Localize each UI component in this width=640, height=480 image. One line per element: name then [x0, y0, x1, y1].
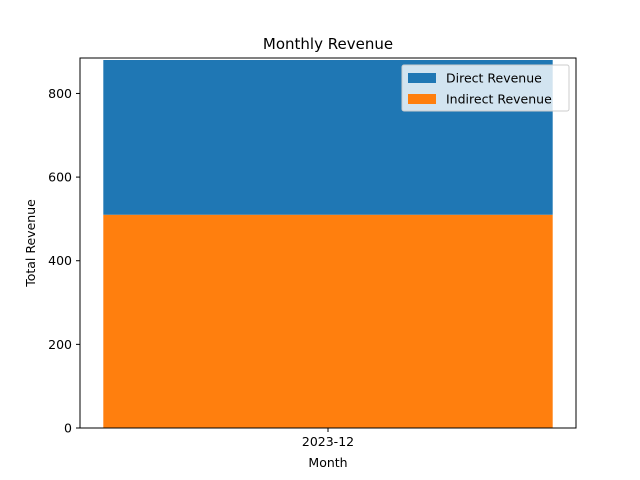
legend-label-direct-revenue: Direct Revenue: [446, 71, 542, 86]
y-tick-label-400: 400: [48, 253, 72, 268]
y-tick-label-0: 0: [64, 421, 72, 436]
x-axis: 2023-12: [302, 428, 354, 449]
legend-label-indirect-revenue: Indirect Revenue: [446, 92, 552, 107]
y-tick-label-800: 800: [48, 86, 72, 101]
y-tick-label-200: 200: [48, 337, 72, 352]
legend: Direct Revenue Indirect Revenue: [401, 64, 570, 112]
bar-indirect-revenue-2023-12: [103, 214, 553, 428]
x-tick-label-2023-12: 2023-12: [302, 434, 354, 449]
y-tick-label-600: 600: [48, 170, 72, 185]
legend-swatch-direct-revenue: [408, 73, 436, 83]
legend-box: [401, 64, 570, 112]
legend-swatch-indirect-revenue: [408, 94, 436, 104]
y-axis-label: Total Revenue: [23, 199, 38, 288]
x-axis-label: Month: [308, 455, 347, 470]
y-axis: 0 200 400 600 800: [48, 86, 80, 436]
bars-layer: [103, 60, 553, 428]
chart-title: Monthly Revenue: [263, 35, 393, 53]
